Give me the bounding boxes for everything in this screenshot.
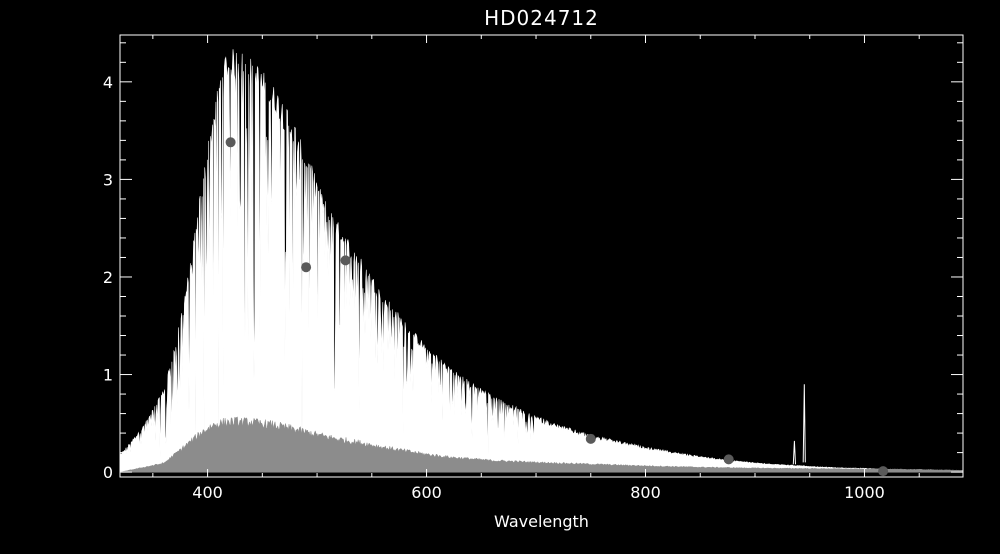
y-tick-label: 0 xyxy=(103,463,113,482)
tick-layer: 400 600 800 1000 0 1 2 3 4 xyxy=(103,35,963,502)
chart-title: HD024712 xyxy=(484,6,599,30)
x-tick-label: 400 xyxy=(192,483,223,502)
error-spectrum-area xyxy=(119,416,964,473)
photometry-point xyxy=(878,466,889,477)
photometry-point xyxy=(340,255,351,266)
photometry-point xyxy=(585,433,596,444)
x-tick-label: 1000 xyxy=(844,483,885,502)
plot-layer xyxy=(119,49,964,477)
y-tick-label: 2 xyxy=(103,268,113,287)
y-tick-label: 3 xyxy=(103,170,113,189)
photometry-point xyxy=(225,137,236,148)
y-tick-label: 1 xyxy=(103,366,113,385)
y-tick-label: 4 xyxy=(103,73,113,92)
plot-frame xyxy=(119,34,964,478)
x-tick-label: 600 xyxy=(411,483,442,502)
spectrum-area xyxy=(119,49,964,473)
x-axis-label: Wavelength xyxy=(494,512,589,531)
spectrum-spike-secondary xyxy=(792,440,796,465)
x-tick-label: 800 xyxy=(630,483,661,502)
photometry-point xyxy=(723,454,734,465)
spectrum-spike xyxy=(802,384,806,463)
photometry-point xyxy=(301,262,312,273)
